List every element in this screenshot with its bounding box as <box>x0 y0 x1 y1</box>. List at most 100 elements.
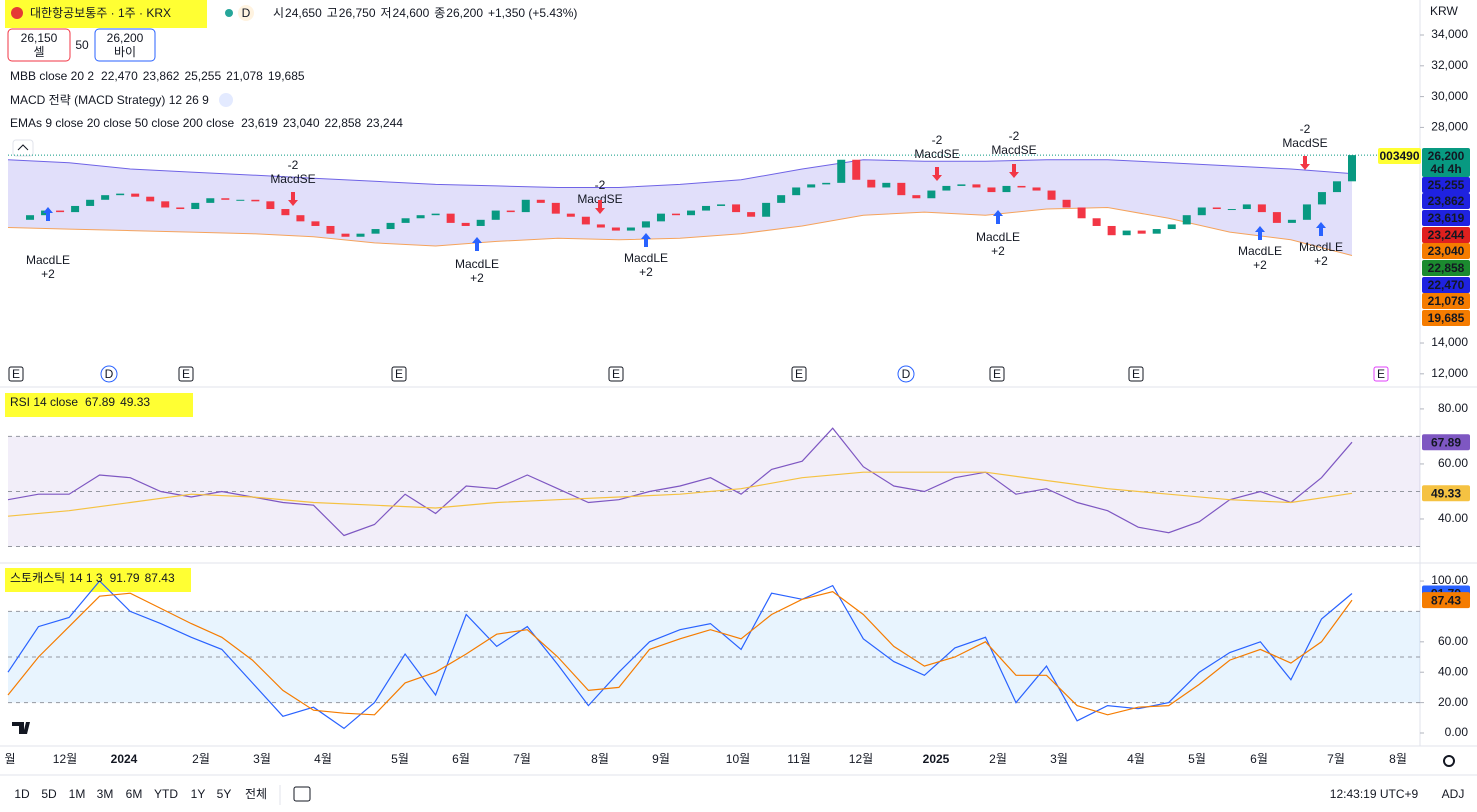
buy-label: 바이 <box>114 45 136 59</box>
ohlc-value: 26,750 <box>339 6 376 20</box>
buy-price: 26,200 <box>107 31 144 45</box>
candle-body <box>221 198 230 200</box>
time-label: 9월 <box>652 752 670 766</box>
candle-body <box>702 205 711 211</box>
candle-body <box>1257 204 1266 213</box>
event-letter: E <box>612 367 620 381</box>
adj-button[interactable]: ADJ <box>1442 787 1465 801</box>
collapse-button[interactable] <box>12 139 34 157</box>
range-button[interactable]: 1D <box>14 787 30 801</box>
event-letter: D <box>902 367 911 381</box>
candle-body <box>146 196 155 202</box>
indicator-value: 25,255 <box>184 69 221 83</box>
candle-body <box>1137 230 1146 234</box>
time-label: 4월 <box>1127 752 1145 766</box>
candle-body <box>1317 192 1326 205</box>
candle-body <box>1227 209 1236 211</box>
candle-body <box>641 221 650 228</box>
candle-body <box>1197 207 1206 216</box>
price-tag: 23,862 <box>1428 194 1465 208</box>
candle-body <box>356 233 365 237</box>
event-marker[interactable] <box>608 366 624 382</box>
symbol-highlight <box>5 0 207 28</box>
price-tag-bg <box>1422 260 1470 276</box>
range-button[interactable]: 3M <box>97 787 114 801</box>
candle-body <box>987 187 996 193</box>
ohlc-value: 26,200 <box>446 6 483 20</box>
stoch-highlight <box>5 568 191 592</box>
price-tag-bg <box>1422 148 1470 164</box>
range-button[interactable]: 1M <box>69 787 86 801</box>
ohlc-label: 저 <box>381 6 392 20</box>
candle-body <box>1348 155 1356 182</box>
signal-qty: +2 <box>991 244 1005 258</box>
osc-value: 49.33 <box>120 395 150 409</box>
event-letter: E <box>12 367 20 381</box>
range-button[interactable]: 5Y <box>217 787 232 801</box>
candle-body <box>762 202 771 217</box>
event-marker[interactable] <box>178 366 194 382</box>
ohlc-value: 24,600 <box>393 6 430 20</box>
event-marker[interactable] <box>1128 366 1144 382</box>
buy-button[interactable] <box>94 28 156 62</box>
indicator-value: 19,685 <box>268 69 305 83</box>
event-marker[interactable] <box>791 366 807 382</box>
candle-body <box>626 227 635 231</box>
calendar-icon[interactable] <box>293 786 311 802</box>
event-marker[interactable] <box>1373 366 1389 382</box>
time-label: 2월 <box>989 752 1007 766</box>
signal-qty: +2 <box>1314 254 1328 268</box>
candle-body <box>101 195 110 200</box>
candle-body <box>867 179 876 188</box>
time-label: 2025 <box>923 752 950 766</box>
price-tag-bg <box>1422 161 1470 177</box>
signal-qty: -2 <box>1009 129 1020 143</box>
candle-body <box>671 213 680 216</box>
event-marker[interactable] <box>989 366 1005 382</box>
candle-body <box>1332 181 1341 193</box>
indicator-value: 23,040 <box>283 116 320 130</box>
time-label: 8월 <box>591 752 609 766</box>
range-button[interactable]: 1Y <box>191 787 206 801</box>
osc-tick-label: 60.00 <box>1438 634 1468 648</box>
clock: 12:43:19 UTC+9 <box>1330 787 1419 801</box>
candle-body <box>191 202 200 210</box>
event-marker[interactable] <box>391 366 407 382</box>
candle-body <box>656 213 665 222</box>
price-tag: 23,244 <box>1428 228 1465 242</box>
candle-body <box>611 227 620 231</box>
long-arrow <box>1316 222 1326 236</box>
stoch-title: 스토캐스틱 <box>10 571 65 585</box>
candle-body <box>581 216 590 225</box>
event-letter: E <box>1132 367 1140 381</box>
candle-body <box>1032 187 1041 191</box>
range-button[interactable]: 전체 <box>245 787 267 801</box>
candle-body <box>461 222 470 226</box>
candle-body <box>912 195 921 199</box>
strategy-icon[interactable] <box>219 93 233 107</box>
price-tag: 23,040 <box>1428 244 1465 258</box>
event-marker[interactable] <box>8 366 24 382</box>
price-tick-label: 30,000 <box>1431 89 1468 103</box>
signal-qty: -2 <box>595 178 606 192</box>
range-button[interactable]: 6M <box>126 787 143 801</box>
event-marker[interactable] <box>100 365 118 383</box>
time-label: 2024 <box>111 752 138 766</box>
candle-body <box>1017 185 1026 188</box>
candle-body <box>1167 224 1176 230</box>
range-button[interactable]: 5D <box>41 787 57 801</box>
signal-label: MacdLE <box>1299 240 1343 254</box>
price-tag: 4d 4h <box>1430 162 1461 176</box>
osc-tag-bg <box>1422 434 1470 451</box>
sell-button[interactable] <box>7 28 71 62</box>
candle-body <box>266 201 275 210</box>
settings-icon[interactable] <box>1443 755 1455 767</box>
candle-body <box>1242 204 1251 210</box>
interval-badge-bg <box>238 5 254 21</box>
range-button[interactable]: YTD <box>154 787 178 801</box>
short-arrow <box>932 167 942 181</box>
event-letter: E <box>795 367 803 381</box>
interval-badge: D <box>242 6 251 20</box>
event-marker[interactable] <box>897 365 915 383</box>
signal-qty: +2 <box>41 267 55 281</box>
